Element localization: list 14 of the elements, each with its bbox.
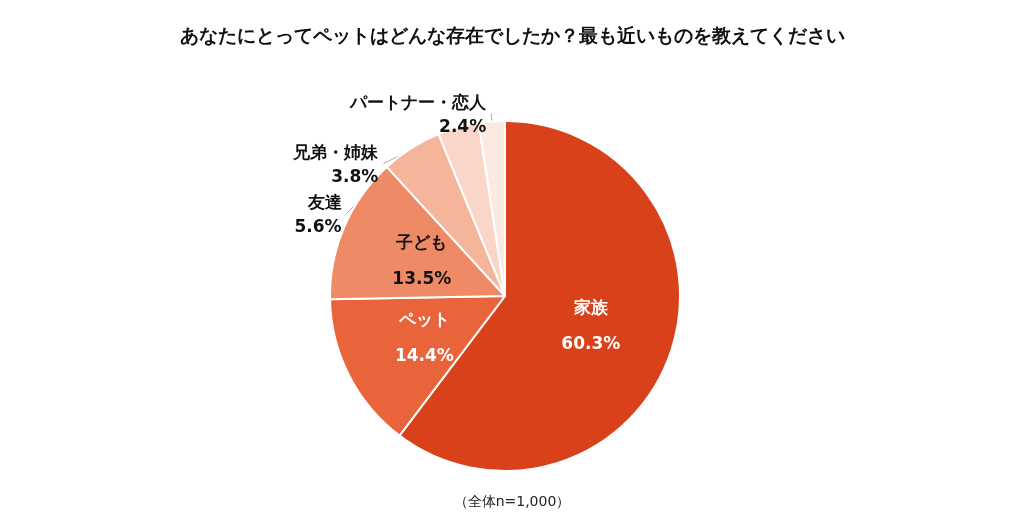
slice-label: 家族	[572, 296, 609, 317]
data-label: 2.4%	[439, 115, 487, 136]
text: （全体n=1,000）	[453, 493, 571, 509]
data-label: 3.8%	[331, 165, 379, 186]
data-label: 14.4%	[394, 345, 454, 366]
data-label: 5.6%	[294, 215, 342, 236]
slice-label: 兄弟・姉妹	[292, 141, 380, 162]
chart-title: あなたにとってペットはどんな存在でしたか？最も近いものを教えてください	[179, 23, 845, 46]
slice-label: ペット	[397, 309, 450, 330]
slice-label: 友達	[306, 191, 342, 212]
data-label: 60.3%	[561, 332, 621, 353]
slice-label: パートナー・恋人	[349, 91, 488, 112]
data-label: 13.5%	[392, 268, 452, 289]
slice-label: 子ども	[395, 232, 448, 253]
